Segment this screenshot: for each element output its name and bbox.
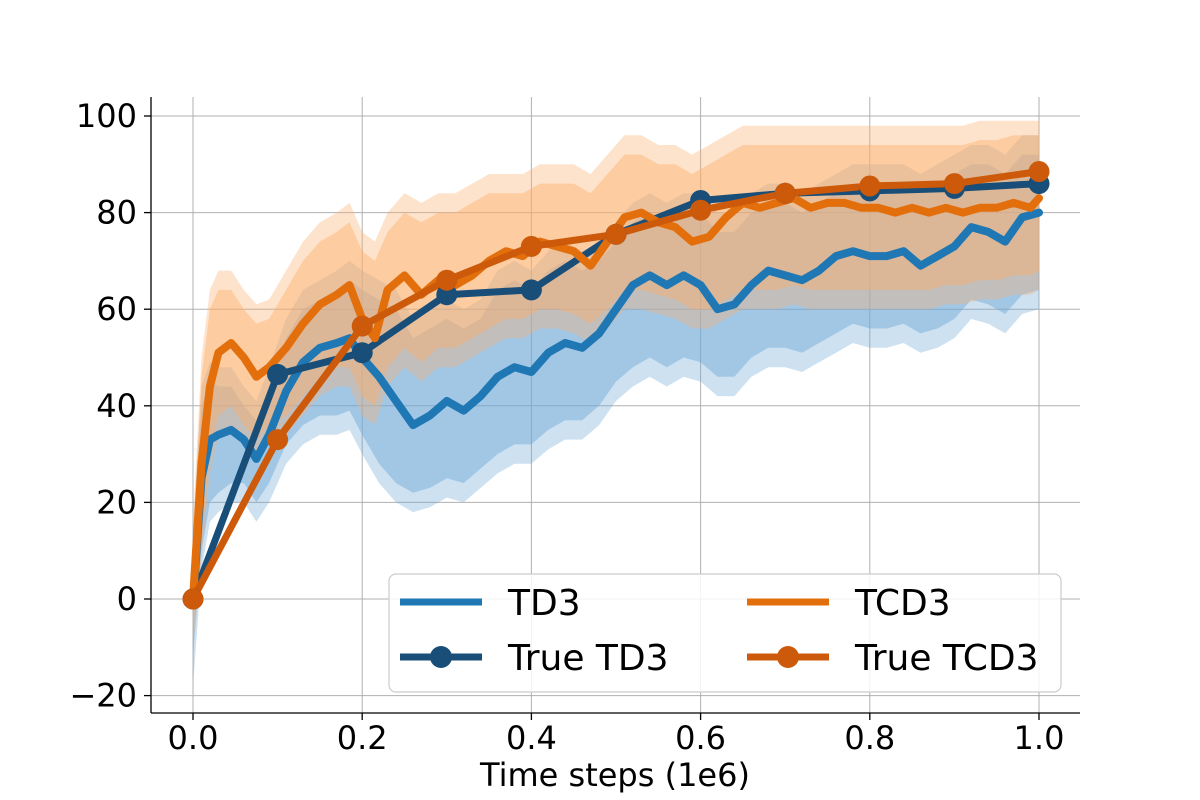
- data-point-true-tcd3: [943, 173, 965, 195]
- data-point-true-td3: [267, 363, 289, 385]
- y-tick-label: 60: [96, 290, 137, 328]
- x-tick-label: 0.2: [337, 719, 388, 757]
- legend: TD3 True TD3 TCD3 True TCD3: [388, 573, 1062, 693]
- data-point-true-tcd3: [774, 182, 796, 204]
- legend-label-true-tcd3: True TCD3: [854, 638, 1039, 679]
- legend-marker-true-td3: [430, 646, 452, 668]
- band-inner-td3: [193, 154, 1039, 657]
- y-tick-label: 40: [96, 387, 137, 425]
- y-tick-label: 0: [117, 580, 137, 618]
- y-tick-label: 20: [96, 483, 137, 521]
- data-point-true-tcd3: [520, 235, 542, 257]
- data-point-true-tcd3: [1028, 161, 1050, 182]
- legend-label-td3: TD3: [507, 583, 581, 624]
- x-axis-title: Time steps (1e6): [479, 756, 750, 794]
- series-line-tcd3: [189, 194, 1043, 603]
- legend-label-true-td3: True TD3: [507, 638, 669, 679]
- x-tick-label: 0.0: [168, 719, 219, 757]
- y-tick-label: −20: [69, 677, 137, 715]
- x-tick-label: 0.4: [506, 719, 557, 757]
- data-point-true-tcd3: [267, 429, 289, 451]
- legend-frame: [388, 573, 1062, 693]
- data-point-true-tcd3: [690, 199, 712, 221]
- x-tick-label: 1.0: [1014, 719, 1065, 757]
- x-tick-label: 0.8: [844, 719, 895, 757]
- band-outer-tcd3: [193, 120, 1039, 648]
- x-tick-label: 0.6: [675, 719, 726, 757]
- data-point-true-tcd3: [436, 269, 458, 291]
- legend-marker-true-tcd3: [777, 646, 799, 668]
- legend-label-tcd3: TCD3: [854, 583, 951, 624]
- y-tick-label: 100: [76, 97, 137, 135]
- data-point-true-td3: [351, 342, 373, 364]
- x-axis-ticks: 0.0 0.2 0.4 0.6 0.8 1.0: [168, 713, 1065, 757]
- data-point-true-tcd3: [605, 223, 627, 245]
- y-tick-label: 80: [96, 194, 137, 232]
- band-outer-td3: [193, 135, 1039, 686]
- data-point-true-tcd3: [351, 315, 373, 337]
- data-point-true-td3: [436, 284, 458, 306]
- data-point-true-tcd3: [859, 175, 881, 197]
- y-axis-ticks: −20 0 20 40 60 80 100: [69, 97, 151, 715]
- series-markers: [182, 161, 1050, 610]
- data-point-true-td3: [520, 279, 542, 301]
- data-point-true-tcd3: [182, 588, 204, 610]
